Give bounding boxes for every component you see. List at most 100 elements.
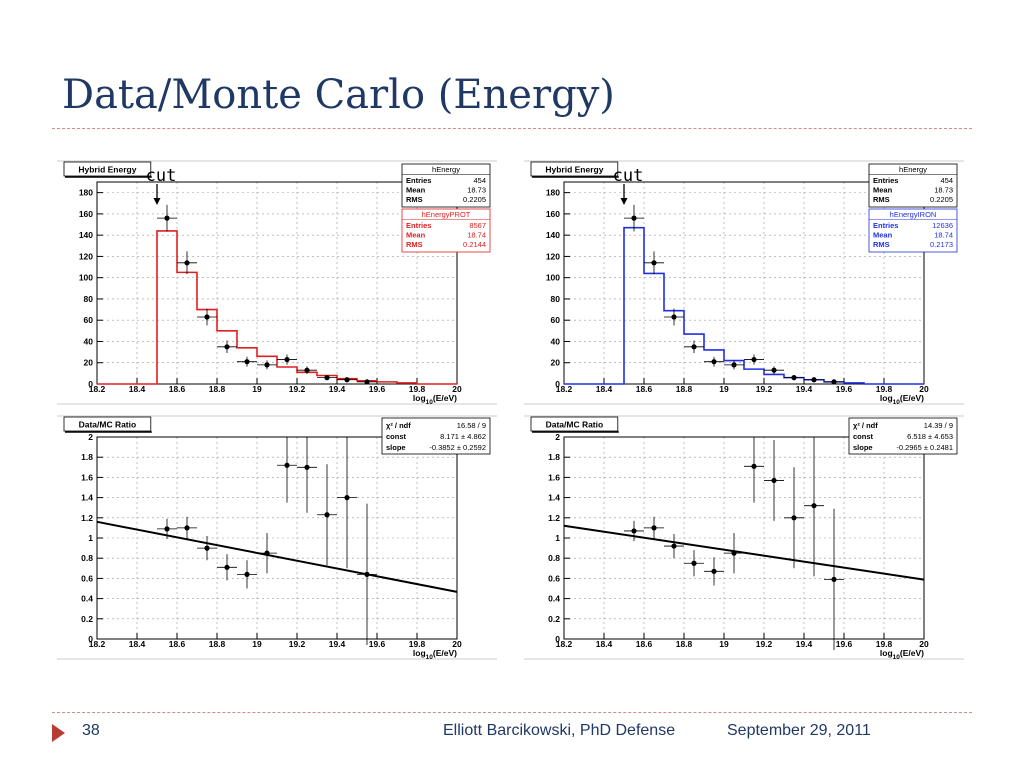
fit-stats-label: const	[853, 432, 874, 441]
fit-line	[96, 520, 458, 593]
y-tick-label: 0.6	[548, 573, 560, 583]
data-point	[244, 571, 250, 577]
data-point	[204, 545, 210, 551]
data-point	[184, 260, 190, 266]
data-point	[344, 377, 350, 383]
x-axis-label: log10(E/eV)	[880, 648, 924, 661]
stats-row-value: 18.73	[934, 186, 953, 195]
stats-row-label: Entries	[873, 221, 898, 230]
data-point	[751, 463, 757, 469]
fit-line	[563, 524, 925, 581]
chart-title: Hybrid Energy	[78, 165, 136, 175]
data-point	[364, 571, 370, 577]
data-point	[811, 503, 817, 509]
cut-label: cut	[613, 166, 644, 186]
fit-stats-label: slope	[386, 443, 406, 452]
y-tick-label: 1.8	[548, 452, 560, 462]
x-axis-label: log10(E/eV)	[413, 393, 457, 406]
x-tick-label: 18.2	[89, 639, 106, 649]
y-tick-label: 0.6	[81, 573, 93, 583]
data-point	[284, 462, 290, 468]
y-tick-label: 140	[546, 230, 560, 240]
chart-title: Data/MC Ratio	[546, 420, 604, 430]
x-tick-label: 20	[452, 384, 462, 394]
data-point	[671, 543, 677, 549]
stats-box	[401, 208, 491, 253]
x-tick-label: 19.8	[876, 384, 893, 394]
x-tick-label: 19	[719, 639, 729, 649]
y-tick-label: 1.2	[548, 513, 560, 523]
data-point	[691, 560, 697, 566]
data-point	[651, 525, 657, 531]
data-point	[631, 215, 637, 221]
chart-title: Data/MC Ratio	[79, 420, 137, 430]
x-axis-label: log10(E/eV)	[880, 393, 924, 406]
x-tick-label: 18.6	[636, 384, 653, 394]
chart-title-box	[530, 416, 619, 432]
data-point	[264, 362, 270, 368]
x-tick-label: 18.2	[556, 384, 573, 394]
data-point	[831, 576, 837, 583]
y-tick-label: 180	[79, 188, 93, 198]
fit-stats-box	[848, 417, 958, 455]
fit-stats-value: 16.58 / 9	[457, 421, 486, 430]
data-point	[344, 495, 350, 501]
fit-stats-value: -0.3852 ± 0.2592	[429, 443, 486, 452]
data-point	[224, 344, 230, 350]
y-tick-label: 140	[79, 230, 93, 240]
x-tick-label: 19.2	[289, 384, 306, 394]
y-tick-label: 100	[79, 273, 93, 283]
x-tick-label: 18.8	[209, 384, 226, 394]
x-tick-label: 19.4	[329, 384, 346, 394]
data-point	[731, 362, 737, 368]
x-tick-label: 20	[452, 639, 462, 649]
data-point	[731, 550, 737, 556]
y-tick-label: 1	[88, 533, 93, 543]
cut-arrow-head	[153, 198, 161, 205]
y-tick-label: 0.2	[81, 614, 93, 624]
y-tick-label: 0.2	[548, 614, 560, 624]
x-tick-label: 19.8	[876, 639, 893, 649]
y-tick-label: 20	[551, 358, 561, 368]
x-tick-label: 18.4	[129, 384, 146, 394]
stats-row-value: 12636	[932, 221, 953, 230]
chart-title: Hybrid Energy	[545, 165, 603, 175]
footer-date: September 29, 2011	[727, 722, 871, 739]
y-tick-label: 1.4	[548, 493, 560, 503]
footer-arrow-icon	[52, 724, 65, 742]
fit-stats-label: slope	[853, 443, 873, 452]
y-tick-label: 2	[88, 432, 93, 442]
chart-title-box	[63, 161, 152, 177]
fit-stats-label: χ² / ndf	[386, 421, 411, 430]
x-tick-label: 18.4	[596, 639, 613, 649]
x-tick-label: 20	[919, 639, 929, 649]
y-tick-label: 1	[555, 533, 560, 543]
data-point	[164, 526, 170, 532]
stats-box-name: hEnergy	[432, 165, 460, 174]
stats-row-label: Mean	[406, 231, 426, 240]
x-tick-label: 18.6	[169, 639, 186, 649]
x-tick-label: 18.8	[676, 639, 693, 649]
cut-arrow-head	[620, 198, 628, 205]
y-tick-label: 0	[88, 634, 93, 644]
stats-row-value: 18.73	[467, 186, 486, 195]
title-divider	[52, 128, 972, 129]
y-tick-label: 0.8	[548, 553, 560, 563]
y-tick-label: 1.4	[81, 493, 93, 503]
data-point	[184, 525, 190, 531]
stats-row-value: 454	[940, 176, 953, 185]
stats-row-value: 0.2144	[463, 240, 486, 249]
y-tick-label: 1.8	[81, 452, 93, 462]
stats-row-label: Mean	[873, 231, 893, 240]
chart-ratio-iron: 18.2 18.4 18.6 18.8 19 19.2 19.4 19.6 19.8 20 0 0.2…	[519, 412, 969, 662]
y-tick-label: 0	[88, 379, 93, 389]
x-tick-label: 19	[252, 384, 262, 394]
data-point	[204, 314, 210, 320]
x-tick-label: 19.6	[369, 639, 386, 649]
x-tick-label: 19.4	[796, 639, 813, 649]
x-tick-label: 18.8	[209, 639, 226, 649]
data-point	[631, 528, 637, 534]
stats-row-value: 18.74	[934, 231, 953, 240]
y-tick-label: 0	[555, 634, 560, 644]
y-tick-label: 0.4	[548, 594, 560, 604]
